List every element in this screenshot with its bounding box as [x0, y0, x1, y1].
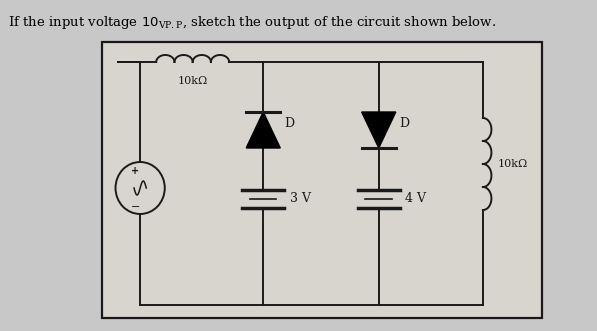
Polygon shape [362, 112, 396, 148]
Text: 4 V: 4 V [405, 193, 426, 206]
Text: −: − [131, 202, 140, 212]
Text: 10kΩ: 10kΩ [498, 159, 528, 169]
Circle shape [115, 162, 165, 214]
Text: 10kΩ: 10kΩ [177, 76, 208, 86]
Text: +: + [131, 166, 140, 176]
Text: D: D [284, 117, 294, 130]
Polygon shape [246, 112, 280, 148]
Bar [102, 42, 541, 318]
Text: If the input voltage $10_{\mathregular{VP.P}}$, sketch the output of the circuit: If the input voltage $10_{\mathregular{V… [8, 14, 496, 31]
Text: D: D [399, 117, 410, 130]
Text: 3 V: 3 V [290, 193, 311, 206]
